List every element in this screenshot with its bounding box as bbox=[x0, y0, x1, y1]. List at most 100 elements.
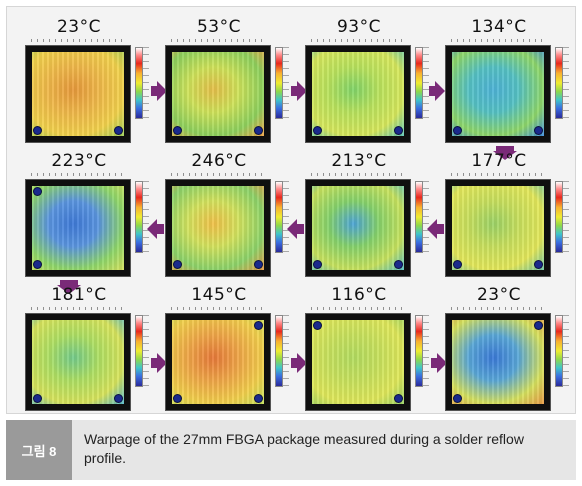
color-scale-ticks bbox=[423, 181, 429, 253]
fiducial-dot bbox=[115, 127, 122, 134]
fiducial-dot bbox=[454, 261, 461, 268]
warpage-map bbox=[165, 45, 271, 143]
axis-ticks bbox=[31, 173, 125, 176]
warpage-panel-10: 145°C bbox=[157, 285, 289, 413]
warpage-map bbox=[305, 179, 411, 277]
temperature-label: 23°C bbox=[476, 285, 521, 305]
axis-ticks bbox=[171, 39, 265, 42]
color-scale-ticks bbox=[423, 47, 429, 119]
color-scale-bar bbox=[415, 181, 423, 253]
color-scale-ticks bbox=[563, 47, 569, 119]
warpage-map bbox=[445, 45, 551, 143]
color-scale-bar bbox=[555, 47, 563, 119]
color-scale-bar bbox=[275, 47, 283, 119]
temperature-label: 93°C bbox=[336, 17, 381, 37]
color-scale-bar bbox=[415, 315, 423, 387]
fiducial-dot bbox=[395, 395, 402, 402]
temperature-label: 116°C bbox=[331, 285, 387, 305]
warpage-map bbox=[445, 179, 551, 277]
color-scale-bar bbox=[415, 47, 423, 119]
axis-ticks bbox=[171, 173, 265, 176]
warpage-map bbox=[25, 45, 131, 143]
warpage-panel-6: 246°C bbox=[157, 151, 289, 279]
right-arrow-icon bbox=[151, 353, 167, 373]
fiducial-dot bbox=[314, 127, 321, 134]
left-arrow-icon bbox=[147, 219, 164, 239]
fiducial-dot bbox=[115, 395, 122, 402]
axis-ticks bbox=[171, 307, 265, 310]
axis-ticks bbox=[451, 173, 545, 176]
fiducial-dot bbox=[314, 322, 321, 329]
fiducial-dot bbox=[314, 261, 321, 268]
temperature-label: 181°C bbox=[51, 285, 107, 305]
right-arrow-icon bbox=[291, 353, 307, 373]
fiducial-dot bbox=[454, 127, 461, 134]
temperature-label: 177°C bbox=[471, 151, 527, 171]
temperature-label: 213°C bbox=[331, 151, 387, 171]
warpage-contour bbox=[452, 320, 544, 404]
warpage-contour bbox=[32, 320, 124, 404]
warpage-map bbox=[165, 313, 271, 411]
fiducial-dot bbox=[34, 395, 41, 402]
fiducial-dot bbox=[255, 261, 262, 268]
color-scale-ticks bbox=[283, 47, 289, 119]
fiducial-dot bbox=[255, 322, 262, 329]
warpage-contour bbox=[32, 186, 124, 270]
warpage-panel-1: 23°C bbox=[17, 17, 149, 145]
color-scale-ticks bbox=[283, 315, 289, 387]
axis-ticks bbox=[311, 173, 405, 176]
warpage-panel-11: 116°C bbox=[297, 285, 429, 413]
color-scale-bar bbox=[275, 315, 283, 387]
temperature-label: 246°C bbox=[191, 151, 247, 171]
axis-ticks bbox=[311, 39, 405, 42]
figure-caption: 그림 8 Warpage of the 27mm FBGA package me… bbox=[6, 420, 576, 480]
fiducial-dot bbox=[255, 395, 262, 402]
warpage-panel-3: 93°C bbox=[297, 17, 429, 145]
fiducial-dot bbox=[174, 261, 181, 268]
left-arrow-icon bbox=[287, 219, 304, 239]
down-arrow-icon bbox=[57, 280, 81, 294]
fiducial-dot bbox=[535, 322, 542, 329]
warpage-map bbox=[445, 313, 551, 411]
axis-ticks bbox=[311, 307, 405, 310]
fiducial-dot bbox=[535, 261, 542, 268]
color-scale-ticks bbox=[143, 47, 149, 119]
warpage-map bbox=[165, 179, 271, 277]
warpage-map bbox=[305, 45, 411, 143]
right-arrow-icon bbox=[291, 81, 307, 101]
right-arrow-icon bbox=[429, 81, 445, 101]
fiducial-dot bbox=[174, 127, 181, 134]
temperature-label: 53°C bbox=[196, 17, 241, 37]
axis-ticks bbox=[451, 307, 545, 310]
warpage-contour bbox=[312, 52, 404, 136]
temperature-label: 23°C bbox=[56, 17, 101, 37]
color-scale-ticks bbox=[563, 181, 569, 253]
warpage-panel-5: 223°C bbox=[17, 151, 149, 279]
warpage-contour bbox=[452, 186, 544, 270]
color-scale-bar bbox=[275, 181, 283, 253]
caption-text: Warpage of the 27mm FBGA package measure… bbox=[84, 431, 524, 466]
warpage-contour bbox=[32, 52, 124, 136]
down-arrow-icon bbox=[493, 146, 517, 160]
fiducial-dot bbox=[34, 261, 41, 268]
warpage-contour bbox=[452, 52, 544, 136]
warpage-panel-4: 134°C bbox=[437, 17, 569, 145]
axis-ticks bbox=[31, 307, 125, 310]
warpage-panel-9: 181°C bbox=[17, 285, 149, 413]
color-scale-ticks bbox=[143, 181, 149, 253]
color-scale-ticks bbox=[423, 315, 429, 387]
fiducial-dot bbox=[174, 395, 181, 402]
warpage-map bbox=[25, 179, 131, 277]
color-scale-bar bbox=[135, 47, 143, 119]
fiducial-dot bbox=[255, 127, 262, 134]
warpage-contour bbox=[172, 186, 264, 270]
temperature-label: 223°C bbox=[51, 151, 107, 171]
warpage-panel-2: 53°C bbox=[157, 17, 289, 145]
warpage-contour bbox=[312, 320, 404, 404]
warpage-panel-7: 213°C bbox=[297, 151, 429, 279]
color-scale-ticks bbox=[563, 315, 569, 387]
fiducial-dot bbox=[454, 395, 461, 402]
figure-number-label: 그림 8 bbox=[6, 420, 72, 480]
fiducial-dot bbox=[34, 127, 41, 134]
color-scale-bar bbox=[135, 315, 143, 387]
